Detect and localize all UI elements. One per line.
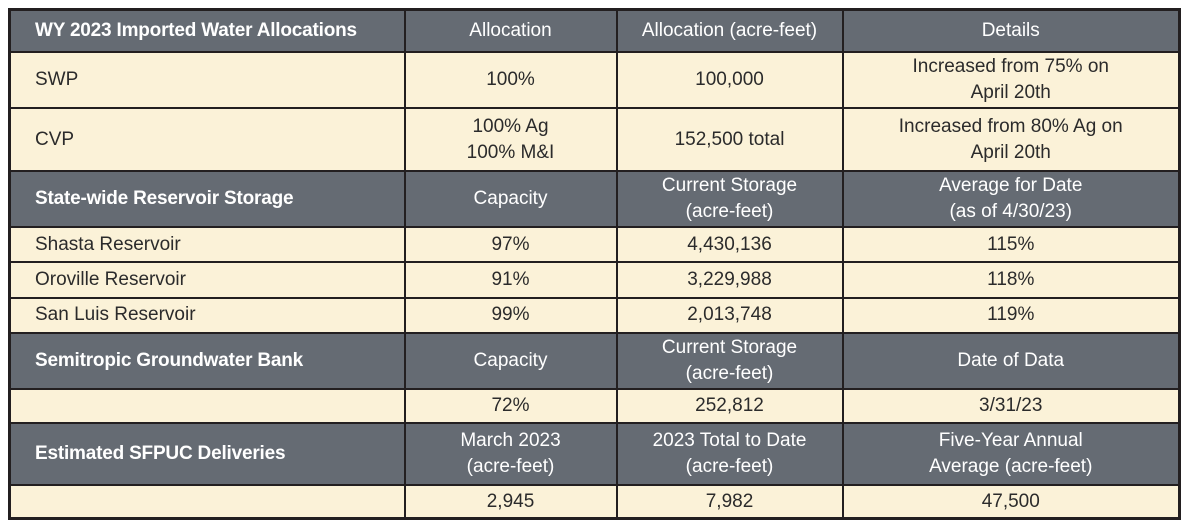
- column-header: Allocation: [403, 8, 618, 53]
- cell: 7,982: [615, 484, 844, 520]
- column-header: Current Storage (acre-feet): [615, 169, 844, 229]
- cell: 3/31/23: [841, 388, 1181, 424]
- cell: Increased from 80% Ag on April 20th: [841, 107, 1181, 172]
- cell: 152,500 total: [615, 107, 844, 172]
- cell: 99%: [403, 296, 618, 334]
- column-header: Current Storage (acre-feet): [615, 331, 844, 391]
- section-title: WY 2023 Imported Water Allocations: [8, 8, 406, 53]
- section-title: State-wide Reservoir Storage: [8, 169, 406, 229]
- section-header-reservoir-storage: State-wide Reservoir Storage Capacity Cu…: [8, 169, 1181, 229]
- column-header: Capacity: [403, 331, 618, 391]
- column-header: Date of Data: [841, 331, 1181, 391]
- section-header-sfpuc-deliveries: Estimated SFPUC Deliveries March 2023 (a…: [8, 421, 1181, 487]
- cell: 2,945: [403, 484, 618, 520]
- cell: 2,013,748: [615, 296, 844, 334]
- table-row: Oroville Reservoir 91% 3,229,988 118%: [8, 261, 1181, 299]
- section-header-imported-water: WY 2023 Imported Water Allocations Alloc…: [8, 8, 1181, 53]
- column-header: Details: [841, 8, 1181, 53]
- column-header: Five-Year Annual Average (acre-feet): [841, 421, 1181, 487]
- row-label: Shasta Reservoir: [8, 226, 406, 264]
- table-row: SWP 100% 100,000 Increased from 75% on A…: [8, 50, 1181, 110]
- column-header: Allocation (acre-feet): [615, 8, 844, 53]
- section-header-groundwater-bank: Semitropic Groundwater Bank Capacity Cur…: [8, 331, 1181, 391]
- water-supply-table: WY 2023 Imported Water Allocations Alloc…: [8, 8, 1181, 520]
- section-title: Semitropic Groundwater Bank: [8, 331, 406, 391]
- table-row: San Luis Reservoir 99% 2,013,748 119%: [8, 296, 1181, 334]
- column-header: 2023 Total to Date (acre-feet): [615, 421, 844, 487]
- column-header: Capacity: [403, 169, 618, 229]
- table-row: CVP 100% Ag 100% M&I 152,500 total Incre…: [8, 107, 1181, 172]
- cell: 252,812: [615, 388, 844, 424]
- row-label: SWP: [8, 50, 406, 110]
- row-label: San Luis Reservoir: [8, 296, 406, 334]
- row-label: [8, 388, 406, 424]
- cell: 100% Ag 100% M&I: [403, 107, 618, 172]
- cell: 3,229,988: [615, 261, 844, 299]
- table-row: 72% 252,812 3/31/23: [8, 388, 1181, 424]
- cell: 119%: [841, 296, 1181, 334]
- cell: 72%: [403, 388, 618, 424]
- section-title: Estimated SFPUC Deliveries: [8, 421, 406, 487]
- cell: 100,000: [615, 50, 844, 110]
- row-label: CVP: [8, 107, 406, 172]
- row-label: Oroville Reservoir: [8, 261, 406, 299]
- cell: 4,430,136: [615, 226, 844, 264]
- cell: 91%: [403, 261, 618, 299]
- cell: 100%: [403, 50, 618, 110]
- table-row: Shasta Reservoir 97% 4,430,136 115%: [8, 226, 1181, 264]
- cell: 97%: [403, 226, 618, 264]
- table-row: 2,945 7,982 47,500: [8, 484, 1181, 520]
- column-header: Average for Date (as of 4/30/23): [841, 169, 1181, 229]
- cell: 115%: [841, 226, 1181, 264]
- column-header: March 2023 (acre-feet): [403, 421, 618, 487]
- cell: 47,500: [841, 484, 1181, 520]
- cell: Increased from 75% on April 20th: [841, 50, 1181, 110]
- cell: 118%: [841, 261, 1181, 299]
- row-label: [8, 484, 406, 520]
